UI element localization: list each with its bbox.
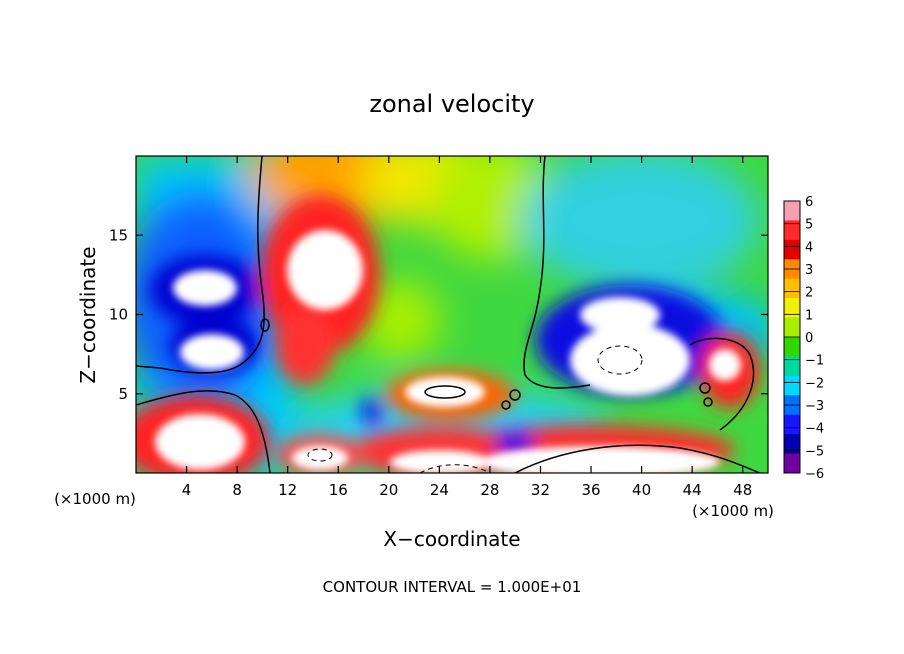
colorbar-swatch: [784, 375, 800, 396]
x-tick-label: 8: [232, 481, 242, 499]
x-axis-label: X−coordinate: [383, 527, 520, 551]
x-tick-label: 12: [278, 481, 297, 499]
contour-interval-annotation: CONTOUR INTERVAL = 1.000E+01: [323, 578, 582, 596]
x-tick-label: 16: [329, 481, 348, 499]
x-tick-label: 24: [430, 481, 449, 499]
colorbar-swatch: [784, 337, 800, 357]
colorbar-tick-label: 6: [805, 195, 813, 210]
chart-title: zonal velocity: [369, 90, 534, 118]
y-axis-ticks: 5 10 15: [109, 226, 768, 403]
x-tick-label: 48: [733, 481, 752, 499]
colorbar: 6 5 4 3 2 1 0 −1 −2 −3 −4 −5 −6: [783, 195, 824, 482]
colorbar-tick-label: 1: [805, 308, 813, 323]
colorbar-tick-label: 3: [805, 263, 813, 278]
colorbar-tick-label: −5: [805, 444, 824, 459]
colorbar-tick-label: −2: [805, 376, 824, 391]
colorbar-tick-label: 4: [805, 240, 813, 255]
colorbar-tick-label: 5: [805, 218, 813, 233]
x-axis-ticks: 4 8 12 16 20 24 28 32 36 40 44 48: [182, 156, 752, 499]
x-tick-label: 32: [531, 481, 550, 499]
colorbar-swatch: [784, 239, 800, 260]
y-tick-label: 10: [109, 306, 128, 324]
colorbar-swatch: [784, 278, 800, 299]
colorbar-swatch: [784, 453, 800, 474]
colorbar-tick-label: 0: [805, 331, 813, 346]
y-tick-label: 15: [109, 226, 128, 244]
colorbar-swatch: [784, 434, 800, 455]
x-tick-label: 28: [480, 481, 499, 499]
x-axis-unit-label: (×1000 m): [692, 502, 774, 520]
x-tick-label: 44: [683, 481, 702, 499]
x-tick-label: 20: [379, 481, 398, 499]
y-axis-label: Z−coordinate: [76, 246, 100, 383]
x-tick-label: 4: [182, 481, 192, 499]
colorbar-tick-label: −1: [805, 354, 824, 369]
x-tick-label: 40: [632, 481, 651, 499]
colorbar-swatch: [784, 220, 800, 241]
colorbar-tick-label: 2: [805, 286, 813, 301]
colorbar-swatch: [784, 201, 800, 221]
y-tick-label: 5: [118, 385, 128, 403]
colorbar-tick-label: −3: [805, 399, 824, 414]
colorbar-swatch: [784, 317, 800, 338]
colorbar-tick-label: −4: [805, 422, 824, 437]
colorbar-swatch: [784, 414, 800, 435]
colorbar-swatch: [784, 356, 800, 377]
colorbar-tick-label: −6: [805, 467, 824, 482]
colorbar-swatch: [784, 298, 800, 319]
x-tick-label: 36: [581, 481, 600, 499]
y-axis-unit-label: (×1000 m): [54, 490, 136, 508]
heatmap-field: [136, 156, 768, 473]
